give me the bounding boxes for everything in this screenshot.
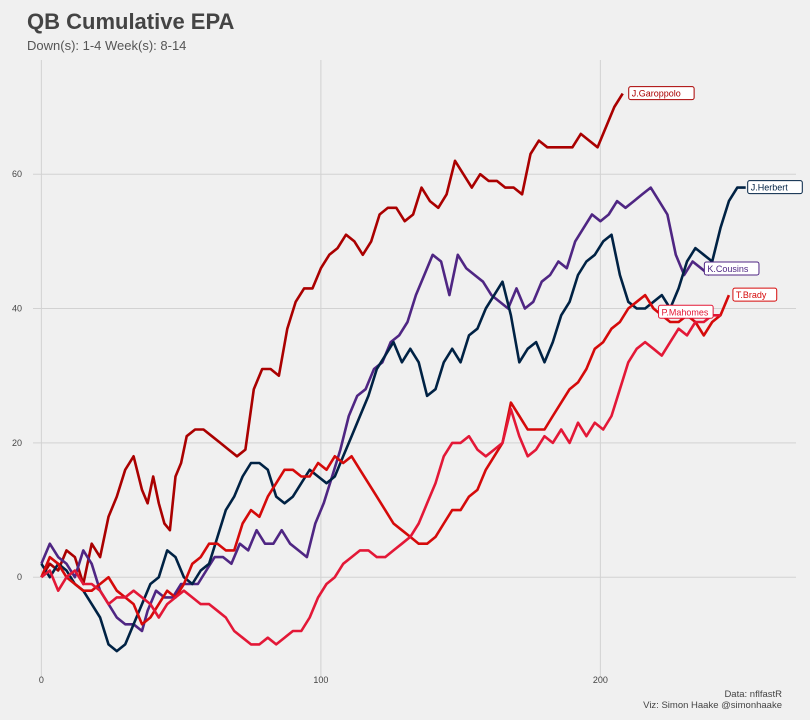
axis-ticks: 0 100 200 0 20 40 60 [12,169,608,685]
series-label-k-cousins: K.Cousins [703,261,760,276]
y-tick-label: 0 [17,572,22,582]
y-tick-label: 60 [12,169,22,179]
series-line-p-mahomes [40,314,721,646]
series-line-j-garoppolo [40,92,624,586]
label-box [628,86,695,101]
x-tick-label: 200 [593,675,608,685]
series-label-t-brady: T.Brady [732,287,778,302]
series-label-j-garoppolo: J.Garoppolo [628,86,695,101]
caption-credit: Viz: Simon Haake @simonhaake [643,700,782,711]
series-lines [40,92,746,653]
label-box [747,180,803,195]
x-tick-label: 100 [313,675,328,685]
series-line-t-brady [40,293,731,626]
y-tick-label: 40 [12,304,22,314]
label-text: K.Cousins [707,264,749,274]
x-tick-label: 0 [39,675,44,685]
series-labels: J.Garoppolo K.Cousins J.Herbert T.Brady P.Ma… [628,86,803,319]
grid-lines [33,60,796,678]
label-box [658,304,714,319]
series-label-p-mahomes: P.Mahomes [658,304,714,319]
y-tick-label: 20 [12,438,22,448]
label-text: P.Mahomes [662,307,709,317]
label-box [732,287,778,302]
chart-subtitle: Down(s): 1-4 Week(s): 8-14 [27,38,187,53]
label-box [703,261,760,276]
caption-data-source: Data: nflfastR [724,689,782,700]
label-text: J.Herbert [751,183,789,193]
series-label-j-herbert: J.Herbert [747,180,803,195]
series-line-j-herbert [40,186,746,653]
label-text: J.Garoppolo [632,89,681,99]
series-line-k-cousins [40,186,711,633]
label-text: T.Brady [736,290,767,300]
caption: Data: nflfastR Viz: Simon Haake @simonha… [643,689,782,711]
chart-title: QB Cumulative EPA [27,9,235,34]
